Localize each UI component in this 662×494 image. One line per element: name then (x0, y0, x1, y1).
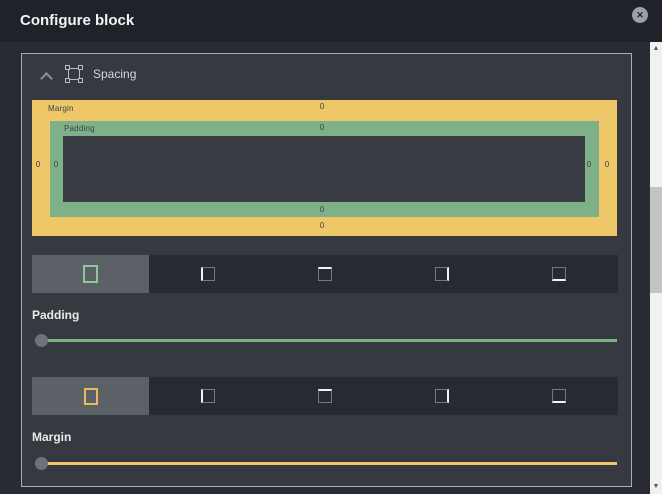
padding-side-all-button[interactable] (32, 255, 150, 293)
box-model-padding-label: Padding (64, 124, 95, 133)
padding-top-value: 0 (319, 123, 325, 132)
margin-slider[interactable] (35, 456, 617, 470)
padding-side-top-button[interactable] (266, 255, 383, 293)
margin-slider-track[interactable] (35, 462, 617, 465)
margin-slider-thumb[interactable] (35, 457, 48, 470)
chevron-up-icon[interactable] (42, 72, 51, 81)
square-left-edge-icon (200, 389, 215, 403)
box-model-diagram: Margin 0 0 0 0 Padding 0 0 0 0 (32, 100, 617, 236)
dialog-title: Configure block (20, 12, 135, 29)
padding-side-selector (32, 255, 618, 293)
margin-right-value: 0 (604, 160, 610, 169)
close-button[interactable]: ✕ (632, 7, 648, 23)
square-bottom-edge-icon (552, 389, 567, 403)
margin-slider-label: Margin (32, 430, 72, 444)
section-header-spacing[interactable]: Spacing (22, 64, 631, 88)
margin-left-value: 0 (35, 160, 41, 169)
scrollbar-thumb[interactable] (650, 187, 662, 293)
box-model-content-area (63, 136, 585, 202)
padding-slider-thumb[interactable] (35, 334, 48, 347)
vertical-scrollbar[interactable]: ▲ ▼ (650, 42, 662, 494)
close-icon: ✕ (636, 9, 644, 20)
padding-left-value: 0 (53, 160, 59, 169)
padding-side-bottom-button[interactable] (501, 255, 618, 293)
margin-side-left-button[interactable] (149, 377, 266, 415)
margin-side-selector (32, 377, 618, 415)
square-all-sides-yellow-icon (83, 387, 98, 405)
padding-slider[interactable] (35, 333, 617, 347)
padding-slider-track[interactable] (35, 339, 617, 342)
scroll-up-icon: ▲ (652, 45, 660, 52)
margin-side-top-button[interactable] (266, 377, 383, 415)
padding-side-right-button[interactable] (384, 255, 501, 293)
box-model-margin-label: Margin (48, 104, 74, 113)
scroll-down-icon: ▼ (652, 483, 660, 490)
margin-side-bottom-button[interactable] (501, 377, 618, 415)
spacing-icon (65, 65, 83, 83)
dialog-titlebar: Configure block ✕ (0, 0, 662, 42)
margin-top-value: 0 (319, 102, 325, 111)
padding-right-value: 0 (586, 160, 592, 169)
square-left-edge-icon (200, 267, 215, 281)
dialog-body: Spacing Margin 0 0 0 0 Padding 0 0 0 0 (0, 42, 662, 494)
section-title: Spacing (93, 67, 137, 81)
scrollbar-down-button[interactable]: ▼ (650, 480, 662, 494)
scrollbar-up-button[interactable]: ▲ (650, 42, 662, 56)
margin-side-right-button[interactable] (384, 377, 501, 415)
padding-slider-label: Padding (32, 308, 80, 322)
square-bottom-edge-icon (552, 267, 567, 281)
square-top-edge-icon (318, 389, 332, 403)
square-top-edge-icon (318, 267, 332, 281)
box-model-padding-area: Padding (50, 121, 599, 217)
padding-side-left-button[interactable] (149, 255, 266, 293)
square-right-edge-icon (435, 267, 450, 281)
spacing-panel: Spacing Margin 0 0 0 0 Padding 0 0 0 0 (21, 53, 632, 487)
margin-side-all-button[interactable] (32, 377, 150, 415)
square-right-edge-icon (435, 389, 450, 403)
padding-bottom-value: 0 (319, 205, 325, 214)
square-all-sides-green-icon (83, 265, 99, 283)
margin-bottom-value: 0 (319, 221, 325, 230)
